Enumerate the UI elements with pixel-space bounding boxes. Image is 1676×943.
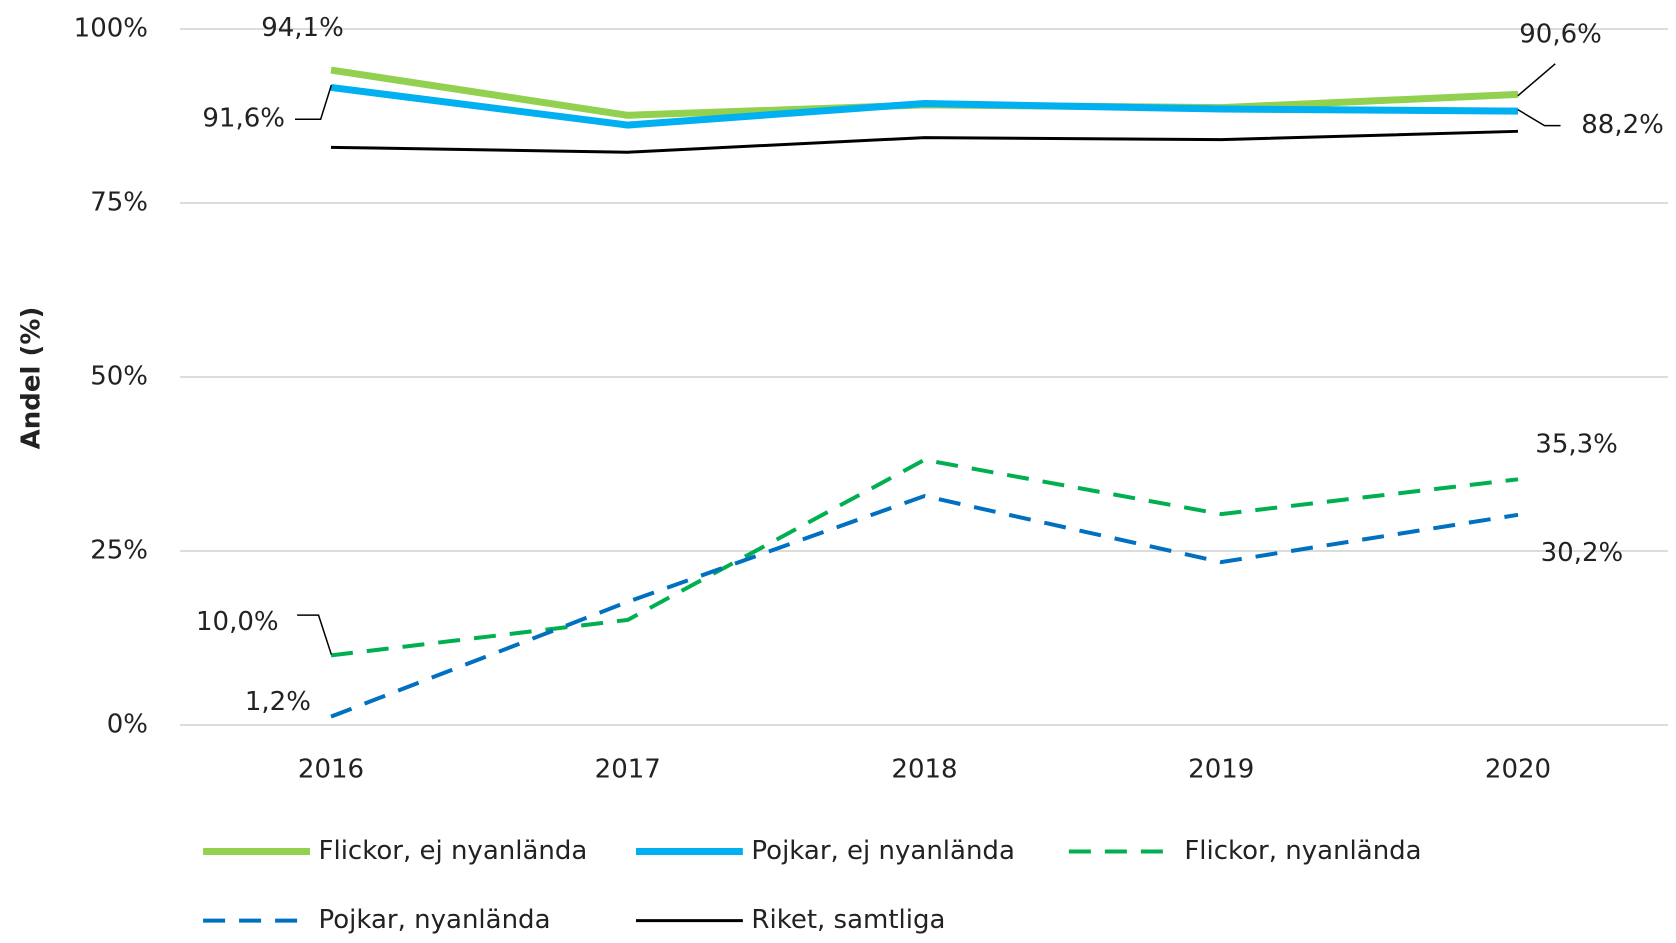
x-tick-label: 2018 <box>891 755 957 785</box>
leader-line <box>297 614 333 655</box>
y-tick-label: 100% <box>74 14 148 44</box>
y-tick-label: 75% <box>90 188 148 218</box>
data-label: 35,3% <box>1535 429 1618 459</box>
leader-line <box>1517 63 1556 97</box>
data-label: 88,2% <box>1581 110 1664 140</box>
x-tick-label: 2019 <box>1188 755 1254 785</box>
series-line <box>330 493 1519 719</box>
legend-label: Pojkar, ej nyanlända <box>751 836 1014 866</box>
y-tick-label: 50% <box>90 362 148 392</box>
y-axis-label: Andel (%) <box>17 307 47 450</box>
leader-line <box>1517 108 1561 127</box>
data-label: 30,2% <box>1541 538 1624 568</box>
data-label: 94,1% <box>261 13 344 43</box>
series-line <box>330 129 1519 154</box>
x-tick-label: 2016 <box>298 755 364 785</box>
legend-label: Pojkar, nyanlända <box>319 905 551 935</box>
data-label: 91,6% <box>202 104 285 134</box>
y-tick-label: 25% <box>90 536 148 566</box>
legend-label: Riket, samtliga <box>751 905 945 935</box>
y-tick-label: 0% <box>107 710 148 740</box>
series-line <box>330 83 1519 129</box>
data-label: 10,0% <box>196 607 279 637</box>
legend-label: Flickor, nyanlända <box>1184 836 1421 866</box>
data-label: 90,6% <box>1519 20 1602 50</box>
data-label: 1,2% <box>245 687 311 717</box>
x-tick-label: 2017 <box>595 755 661 785</box>
series-line <box>330 457 1519 658</box>
legend-label: Flickor, ej nyanlända <box>319 836 588 866</box>
leader-line <box>295 84 333 120</box>
x-tick-label: 2020 <box>1485 755 1551 785</box>
